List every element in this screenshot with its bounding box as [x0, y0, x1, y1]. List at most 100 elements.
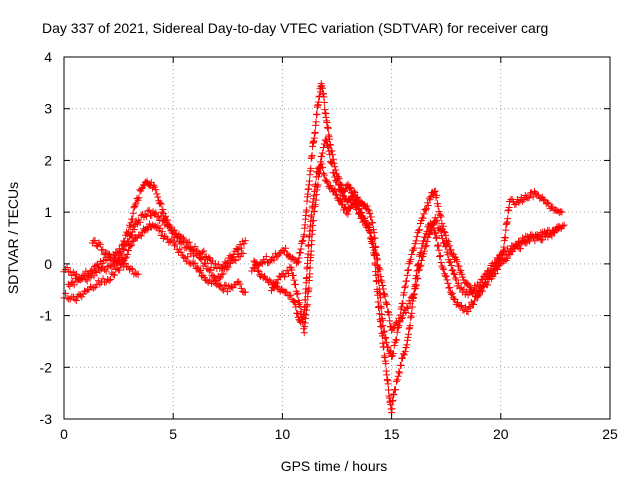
data-point — [516, 238, 524, 246]
data-point — [156, 199, 164, 207]
data-point — [334, 181, 342, 189]
data-point — [128, 215, 136, 223]
data-point — [349, 196, 357, 204]
data-point — [381, 292, 389, 300]
data-point — [412, 237, 420, 245]
data-point — [197, 267, 204, 275]
data-point — [403, 341, 411, 349]
data-point — [347, 192, 355, 200]
data-point — [423, 238, 431, 246]
data-point — [448, 249, 456, 257]
data-point — [524, 194, 532, 202]
data-point — [399, 354, 407, 362]
data-point — [214, 260, 222, 268]
data-point — [358, 213, 366, 221]
data-point — [296, 248, 304, 256]
data-point — [409, 293, 417, 301]
data-point — [191, 259, 199, 267]
data-point — [320, 171, 328, 179]
data-point — [198, 248, 206, 256]
data-point — [232, 257, 240, 265]
data-point — [270, 284, 278, 292]
data-point — [159, 206, 167, 214]
data-point — [414, 275, 422, 283]
x-tick-label: 5 — [169, 426, 177, 442]
data-point — [505, 204, 513, 212]
data-point — [461, 303, 469, 311]
data-point — [470, 300, 477, 308]
data-point — [421, 243, 429, 251]
data-point — [289, 271, 297, 279]
data-point — [442, 242, 450, 250]
data-point — [118, 258, 126, 266]
data-point — [383, 338, 391, 346]
data-point — [377, 323, 385, 331]
data-point — [323, 137, 331, 145]
data-point — [118, 242, 126, 250]
data-point — [312, 118, 320, 126]
data-point — [166, 222, 174, 230]
data-point — [468, 288, 476, 296]
data-point — [389, 325, 397, 333]
data-point — [332, 177, 340, 185]
data-point — [101, 256, 109, 264]
data-point — [511, 200, 519, 208]
data-point — [384, 380, 392, 388]
data-point — [316, 164, 324, 172]
data-point — [407, 314, 415, 322]
data-point — [254, 266, 262, 274]
data-point — [456, 284, 464, 292]
data-point — [338, 187, 346, 195]
data-point — [405, 330, 413, 338]
data-point — [270, 256, 278, 264]
data-point — [287, 291, 295, 299]
data-point — [323, 178, 331, 186]
data-point — [443, 276, 451, 284]
data-point — [497, 255, 505, 263]
data-point — [73, 277, 81, 285]
data-point — [548, 226, 556, 234]
data-point — [475, 291, 483, 299]
data-point — [519, 197, 527, 205]
data-point — [130, 226, 138, 234]
data-point — [436, 211, 444, 219]
data-point — [353, 205, 361, 213]
data-point — [104, 250, 112, 258]
data-point — [415, 266, 423, 274]
data-point — [540, 228, 548, 236]
data-point — [466, 304, 474, 312]
data-point — [481, 271, 489, 279]
data-point — [394, 372, 402, 380]
data-point — [218, 285, 226, 293]
data-point — [182, 257, 190, 265]
data-point — [372, 271, 380, 279]
data-point — [70, 281, 78, 289]
data-point — [407, 255, 415, 263]
data-point — [401, 282, 409, 290]
data-point — [428, 226, 436, 234]
data-point — [129, 209, 137, 217]
data-point — [408, 251, 416, 259]
data-point — [390, 324, 398, 332]
data-point — [393, 376, 401, 384]
data-point — [453, 257, 461, 265]
data-point — [190, 260, 198, 268]
data-point — [197, 255, 205, 263]
data-point — [347, 184, 355, 192]
data-point — [205, 254, 213, 262]
data-point — [305, 177, 313, 185]
data-point — [172, 240, 180, 248]
data-point — [237, 284, 245, 292]
data-point — [456, 303, 464, 311]
data-point — [360, 214, 368, 222]
data-point — [205, 267, 213, 275]
data-point — [86, 274, 94, 281]
series-track-c — [64, 177, 247, 290]
data-point — [281, 273, 289, 281]
data-point — [450, 270, 458, 278]
data-point — [402, 308, 410, 316]
data-points — [60, 80, 568, 417]
data-point — [191, 243, 199, 251]
data-point — [324, 143, 332, 151]
data-point — [324, 142, 332, 150]
